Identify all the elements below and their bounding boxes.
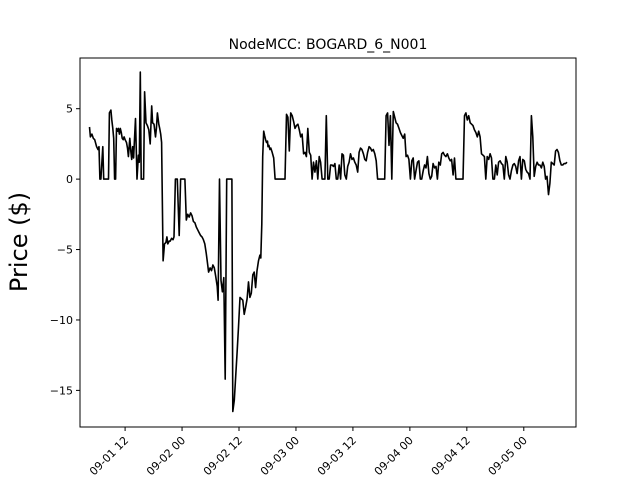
y-tick-label: −10 (50, 314, 73, 327)
price-series-line (88, 71, 568, 413)
y-tick-label: 0 (66, 173, 73, 186)
y-tick-label: 5 (66, 103, 73, 116)
x-tick-label: 09-05 00 (486, 434, 530, 478)
y-tick-label: −5 (57, 244, 73, 257)
y-axis-ticks: 5 0 −5 −10 −15 (50, 103, 80, 397)
x-axis-ticks: 09-01 12 09-02 00 09-02 12 09-03 00 09-03 12… (87, 427, 530, 478)
x-tick-label: 09-03 00 (258, 434, 302, 478)
x-tick-label: 09-03 12 (315, 434, 359, 478)
y-axis-label: Price ($) (5, 192, 33, 292)
x-tick-label: 09-04 12 (429, 434, 473, 478)
chart-title: NodeMCC: BOGARD_6_N001 (229, 37, 428, 53)
plot-frame (79, 57, 577, 428)
x-tick-label: 09-04 00 (372, 434, 416, 478)
x-tick-label: 09-02 00 (144, 434, 188, 478)
x-tick-label: 09-01 12 (87, 434, 131, 478)
y-tick-label: −15 (50, 384, 73, 397)
x-tick-label: 09-02 12 (201, 434, 245, 478)
